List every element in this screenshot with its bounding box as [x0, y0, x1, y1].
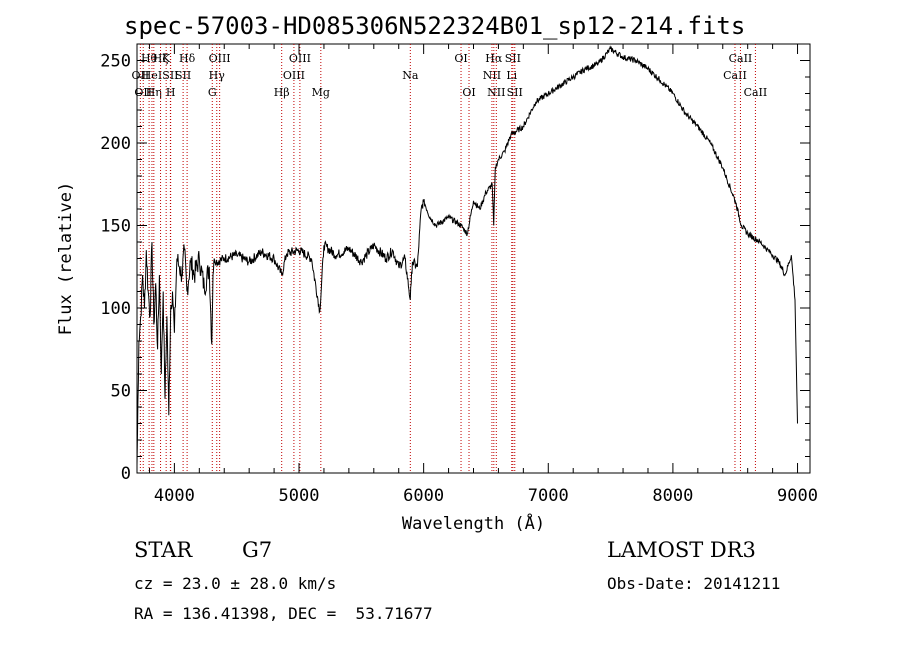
y-axis-label: Flux (relative)	[56, 182, 76, 336]
line-label: OI	[454, 52, 467, 65]
x-axis: 4000 5000 6000 7000 8000 9000	[148, 44, 818, 506]
line-label: Li	[506, 69, 517, 82]
line-label: Hζ	[153, 52, 169, 65]
y-tick-label: 200	[100, 134, 131, 154]
line-label: Hδ	[179, 52, 196, 65]
line-label: SII	[175, 69, 191, 82]
line-label: SII	[507, 86, 523, 99]
line-label: SII	[505, 52, 521, 65]
line-label: Hγ	[209, 69, 226, 82]
flux-series-line	[136, 45, 798, 465]
line-label: OI	[462, 86, 475, 99]
line-label: OII	[134, 86, 152, 99]
line-label: H	[166, 86, 176, 99]
line-label: CaII	[723, 69, 747, 82]
line-label: Mg	[312, 86, 330, 99]
x-tick-label: 7000	[528, 486, 569, 506]
line-label: OIII	[209, 52, 231, 65]
redshift-text: cz = 23.0 ± 28.0 km/s	[134, 574, 337, 593]
y-tick-label: 150	[100, 217, 131, 237]
line-label: Hα	[485, 52, 503, 65]
line-label: K	[162, 52, 171, 65]
line-label: Hη	[146, 86, 162, 99]
survey-name: LAMOST DR3	[607, 538, 756, 562]
line-label: SII	[162, 69, 178, 82]
line-label: HeI	[142, 69, 162, 82]
object-class: STAR	[134, 538, 193, 562]
line-label: Na	[402, 69, 419, 82]
line-label: OIII	[289, 52, 311, 65]
line-label: G	[208, 86, 217, 99]
obs-date-text: Obs-Date: 20141211	[607, 574, 781, 593]
x-tick-label: 9000	[777, 486, 818, 506]
y-tick-label: 50	[111, 382, 131, 402]
line-label: Hβ	[274, 86, 290, 99]
plot-frame	[136, 43, 811, 474]
line-label: CaII	[744, 86, 768, 99]
x-tick-label: 5000	[279, 486, 320, 506]
y-tick-label: 250	[100, 52, 131, 72]
line-label: CaII	[729, 52, 753, 65]
line-label: NII	[483, 69, 501, 82]
line-label: OII	[132, 69, 150, 82]
object-subclass: G7	[242, 538, 273, 562]
x-tick-label: 4000	[154, 486, 195, 506]
line-label: NII	[487, 86, 505, 99]
x-tick-label: 6000	[403, 486, 444, 506]
coordinates-text: RA = 136.41398, DEC = 53.71677	[134, 604, 433, 623]
spectral-line-markers: OIIOIIHθHeIHηHζKSIIHHδSIIGHγOIIIHβOIIIOI…	[132, 44, 768, 473]
x-tick-label: 8000	[652, 486, 693, 506]
y-tick-label: 0	[121, 464, 131, 484]
chart-title: spec-57003-HD085306N522324B01_sp12-214.f…	[124, 12, 745, 40]
line-label: Hθ	[141, 52, 158, 65]
y-axis: 0 50 100 150 200 250	[100, 52, 810, 484]
line-label: OIII	[283, 69, 305, 82]
y-tick-label: 100	[100, 299, 131, 319]
x-axis-label: Wavelength (Å)	[402, 512, 545, 534]
